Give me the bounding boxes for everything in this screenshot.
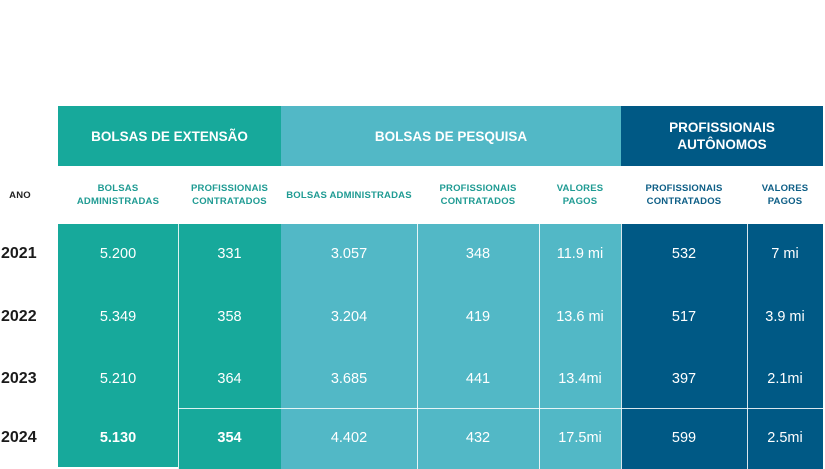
pesq-valores-cell: 13.6 mi: [556, 309, 604, 325]
subheader-aut-prof: PROFISSIONAIS CONTRATADOS: [621, 166, 747, 224]
column-bg-autonomos: [621, 224, 823, 469]
pesq-valores-cell: 11.9 mi: [556, 246, 604, 262]
subheader-ext-prof-line1: PROFISSIONAIS: [190, 183, 269, 194]
pesq-bolsas-cell: 3.057: [330, 246, 368, 262]
year-cell: 2021: [1, 245, 37, 262]
ext-bolsas-cell: 5.210: [99, 371, 137, 387]
pesq-bolsas-cell: 3.204: [330, 309, 368, 325]
subheader-pesq-prof: PROFISSIONAIS CONTRATADOS: [417, 166, 539, 224]
ext-bolsas-cell: 5.130: [99, 430, 137, 446]
pesq-valores-cell: 13.4mi: [558, 371, 602, 387]
subheader-aut-prof-line1: PROFISSIONAIS: [645, 183, 723, 194]
aut-prof-cell: 532: [671, 246, 697, 262]
aut-prof-cell: 599: [671, 430, 697, 446]
subheader-pesq-bolsas-label: BOLSAS ADMINISTRADAS: [286, 189, 412, 201]
aut-prof-cell: 397: [671, 371, 697, 387]
aut-valores-cell: 7 mi: [771, 246, 799, 262]
pesq-bolsas-cell: 4.402: [330, 430, 368, 446]
ext-prof-cell: 358: [217, 309, 242, 325]
subheader-aut-valores: VALORES PAGOS: [747, 166, 823, 224]
column-bg-ext-prof: [178, 224, 281, 469]
divider-v-2: [417, 224, 418, 469]
group-header-autonomos-line2: AUTÔNOMOS: [677, 137, 767, 152]
year-cell: 2024: [1, 429, 37, 446]
subheader-ext-bolsas: BOLSAS ADMINISTRADAS: [58, 166, 178, 224]
column-bg-pesquisa: [281, 224, 621, 469]
ext-bolsas-cell: 5.349: [99, 309, 137, 325]
subheader-aut-valores-line2: PAGOS: [767, 196, 803, 207]
divider-v-4: [621, 224, 622, 469]
subheader-aut-valores-line1: VALORES: [761, 183, 809, 194]
group-header-extensao-label: BOLSAS DE EXTENSÃO: [91, 128, 248, 144]
year-cell: 2022: [1, 308, 37, 325]
group-header-extensao: BOLSAS DE EXTENSÃO: [58, 106, 281, 166]
ext-prof-cell: 354: [217, 430, 242, 446]
group-header-autonomos-label: PROFISSIONAIS AUTÔNOMOS: [669, 119, 775, 153]
divider-v-5: [747, 224, 748, 469]
group-header-autonomos-line1: PROFISSIONAIS: [669, 120, 775, 135]
subheader-ext-bolsas-line2: ADMINISTRADAS: [76, 196, 160, 207]
divider-v-3: [539, 224, 540, 469]
group-header-pesquisa-label: BOLSAS DE PESQUISA: [374, 128, 528, 144]
divider-h-last-row: [178, 408, 823, 409]
ext-prof-cell: 364: [217, 371, 242, 387]
pesq-bolsas-cell: 3.685: [330, 371, 368, 387]
subheader-ano-label: ANO: [9, 189, 31, 201]
aut-valores-cell: 2.5mi: [767, 430, 803, 446]
subheader-pesq-valores-line2: PAGOS: [562, 196, 598, 207]
group-header-pesquisa: BOLSAS DE PESQUISA: [281, 106, 621, 166]
subheader-pesq-prof-line1: PROFISSIONAIS: [439, 183, 517, 194]
aut-valores-cell: 3.9 mi: [765, 309, 805, 325]
subheader-aut-prof-line2: CONTRATADOS: [646, 196, 722, 207]
aut-valores-cell: 2.1mi: [767, 371, 803, 387]
pesq-prof-cell: 432: [465, 430, 491, 446]
year-cell: 2023: [1, 370, 37, 387]
subheader-ext-bolsas-line1: BOLSAS: [97, 183, 139, 194]
subheader-pesq-bolsas: BOLSAS ADMINISTRADAS: [281, 166, 417, 224]
ext-bolsas-cell: 5.200: [99, 246, 137, 262]
pesq-prof-cell: 419: [465, 309, 491, 325]
subheader-ext-prof-line2: CONTRATADOS: [192, 196, 267, 207]
pesq-prof-cell: 348: [465, 246, 491, 262]
subheader-pesq-prof-line2: CONTRATADOS: [440, 196, 516, 207]
divider-v-1: [178, 224, 179, 469]
pesq-valores-cell: 17.5mi: [558, 430, 602, 446]
subheader-pesq-valores: VALORES PAGOS: [539, 166, 621, 224]
subheader-ano: ANO: [0, 166, 40, 224]
aut-prof-cell: 517: [671, 309, 697, 325]
ext-prof-cell: 331: [217, 246, 242, 262]
pesq-prof-cell: 441: [465, 371, 491, 387]
group-header-autonomos: PROFISSIONAIS AUTÔNOMOS: [621, 106, 823, 166]
subheader-pesq-valores-line1: VALORES: [556, 183, 604, 194]
subheader-ext-prof: PROFISSIONAIS CONTRATADOS: [178, 166, 281, 224]
column-bg-ext-bolsas: [58, 224, 178, 467]
